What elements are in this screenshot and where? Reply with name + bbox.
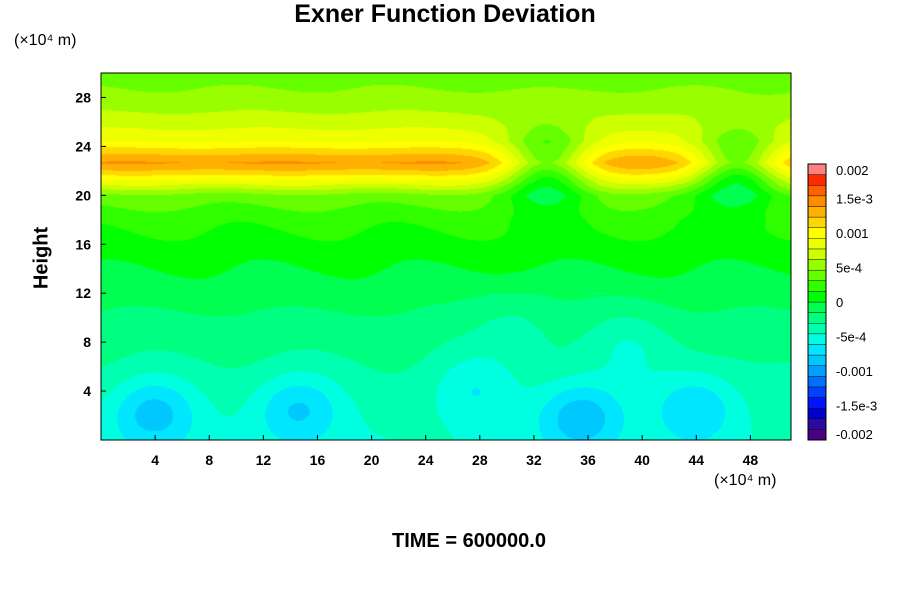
- colorbar-swatch: [807, 216, 827, 228]
- colorbar-swatch: [807, 376, 827, 388]
- x-tick-label: 24: [418, 452, 434, 468]
- time-label: TIME = 600000.0: [392, 530, 546, 552]
- x-tick-label: 12: [256, 452, 272, 468]
- colorbar-swatch: [807, 174, 827, 186]
- colorbar-swatch: [807, 206, 827, 218]
- y-tick-label: 12: [75, 285, 91, 301]
- colorbar-tick-label: -0.002: [836, 427, 873, 442]
- colorbar-swatch: [807, 238, 827, 250]
- chart-title: Exner Function Deviation: [294, 0, 596, 28]
- x-tick-label: 36: [580, 452, 596, 468]
- colorbar-tick-label: -1.5e-3: [836, 399, 877, 414]
- y-tick-label: 4: [83, 383, 91, 399]
- colorbar-swatch: [807, 301, 827, 313]
- y-tick-label: 8: [83, 334, 91, 350]
- x-tick-label: 48: [743, 452, 759, 468]
- colorbar-swatch: [807, 280, 827, 292]
- colorbar-swatch: [807, 259, 827, 271]
- colorbar-tick-label: -0.001: [836, 364, 873, 379]
- colorbar-swatch: [807, 163, 827, 175]
- colorbar-swatch: [807, 269, 827, 281]
- colorbar-tick-label: 5e-4: [836, 261, 862, 276]
- colorbar-swatch: [807, 195, 827, 207]
- colorbar-swatch: [807, 344, 827, 356]
- y-tick-label: 16: [75, 236, 91, 252]
- colorbar-swatch: [807, 354, 827, 366]
- x-tick-label: 16: [310, 452, 326, 468]
- contour-field: [101, 73, 791, 440]
- plot-frame: [100, 72, 792, 441]
- colorbar-tick-label: 0: [836, 295, 843, 310]
- colorbar-swatch: [807, 429, 827, 441]
- y-tick-label: 24: [75, 138, 91, 154]
- colorbar-tick-label: 0.001: [836, 226, 869, 241]
- colorbar-swatch: [807, 365, 827, 377]
- colorbar-frame: [807, 163, 827, 441]
- x-tick-label: 32: [526, 452, 542, 468]
- colorbar-tick-label: 0.002: [836, 163, 869, 178]
- colorbar-swatch: [807, 418, 827, 430]
- colorbar-swatch: [807, 248, 827, 260]
- colorbar-swatch: [807, 291, 827, 303]
- colorbar-swatch: [807, 227, 827, 239]
- colorbar-swatch: [807, 397, 827, 409]
- y-axis-unit: (×10⁴ m): [14, 32, 77, 49]
- x-axis-unit: (×10⁴ m): [714, 472, 777, 489]
- x-tick-label: 28: [472, 452, 488, 468]
- colorbar-swatch: [807, 386, 827, 398]
- colorbar-swatch: [807, 312, 827, 324]
- colorbar-swatch: [807, 407, 827, 419]
- colorbar-tick-label: -5e-4: [836, 330, 866, 345]
- colorbar-tick-label: 1.5e-3: [836, 192, 873, 207]
- y-tick-label: 28: [75, 89, 91, 105]
- x-tick-label: 4: [151, 452, 159, 468]
- y-tick-label: 20: [75, 187, 91, 203]
- x-tick-label: 40: [634, 452, 650, 468]
- x-tick-label: 44: [689, 452, 705, 468]
- colorbar-swatch: [807, 333, 827, 345]
- colorbar-swatch: [807, 185, 827, 197]
- x-tick-label: 8: [205, 452, 213, 468]
- colorbar-swatch: [807, 323, 827, 335]
- x-tick-label: 20: [364, 452, 380, 468]
